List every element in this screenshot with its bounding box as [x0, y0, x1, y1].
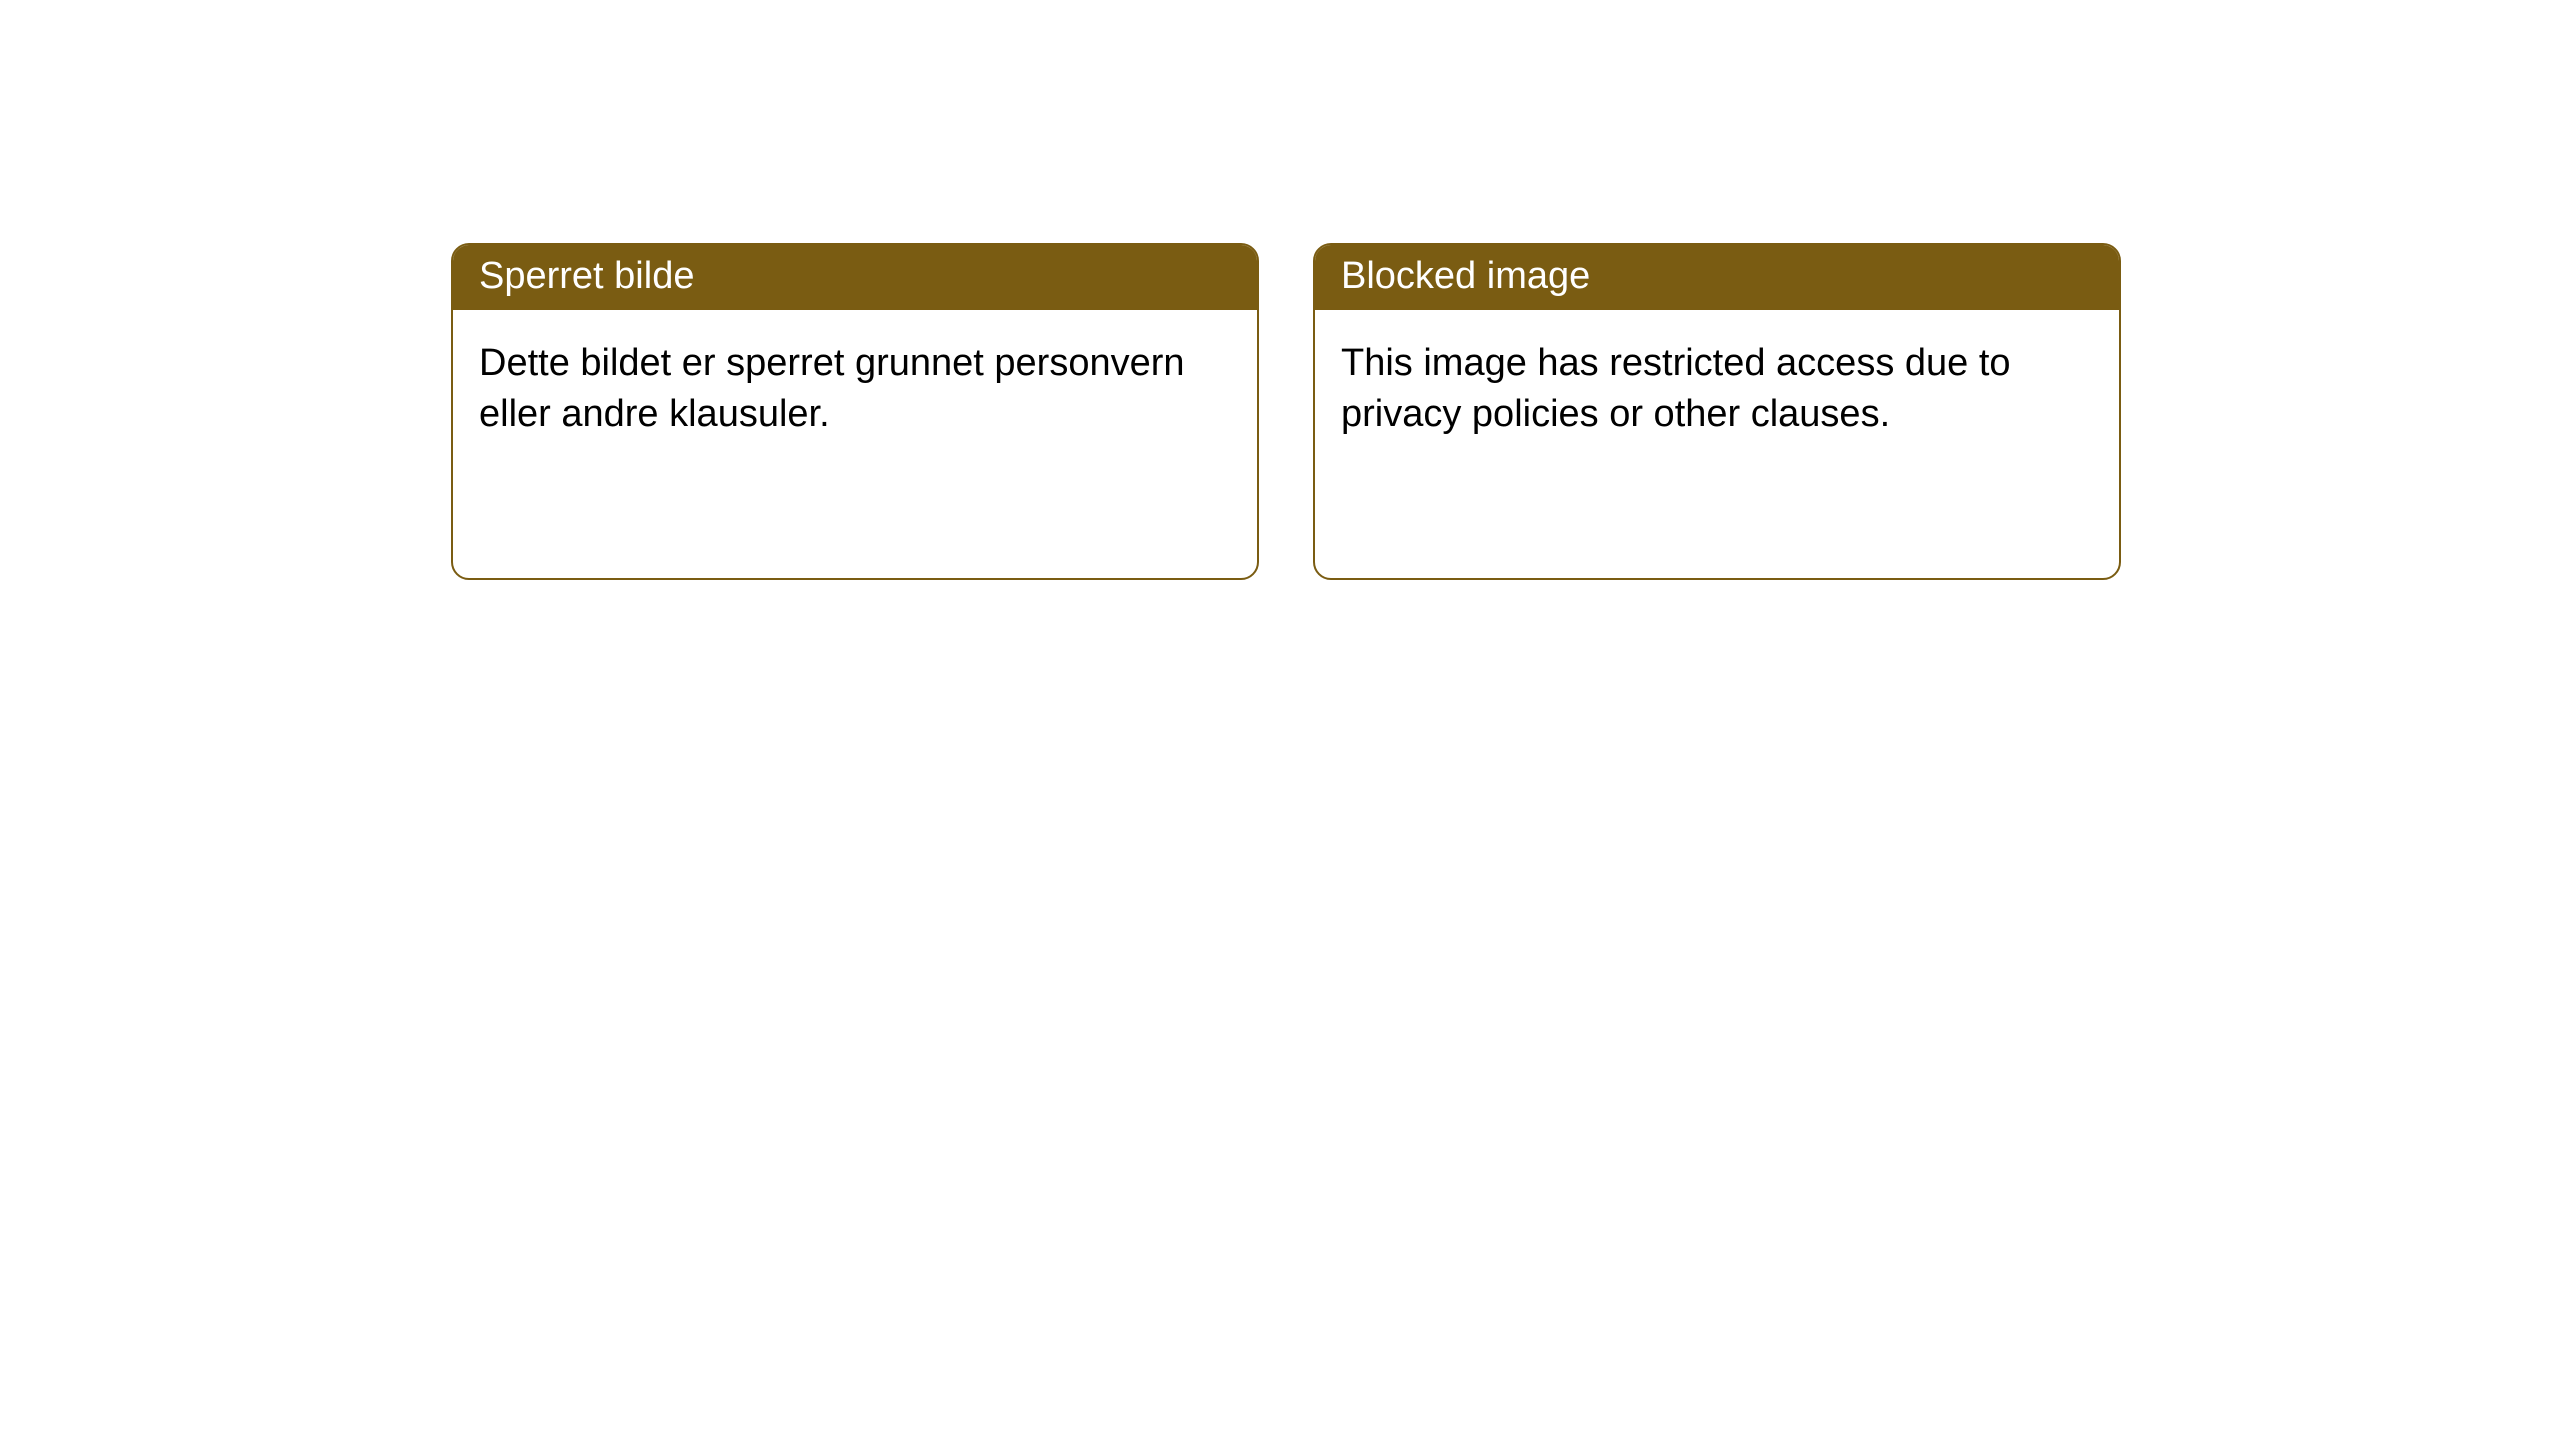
notice-card-english: Blocked image This image has restricted … — [1313, 243, 2121, 580]
notice-card-norwegian: Sperret bilde Dette bildet er sperret gr… — [451, 243, 1259, 580]
notice-card-body: Dette bildet er sperret grunnet personve… — [453, 310, 1257, 578]
notice-card-body: This image has restricted access due to … — [1315, 310, 2119, 578]
notice-cards-container: Sperret bilde Dette bildet er sperret gr… — [451, 243, 2121, 580]
notice-card-title: Blocked image — [1315, 245, 2119, 310]
notice-card-title: Sperret bilde — [453, 245, 1257, 310]
